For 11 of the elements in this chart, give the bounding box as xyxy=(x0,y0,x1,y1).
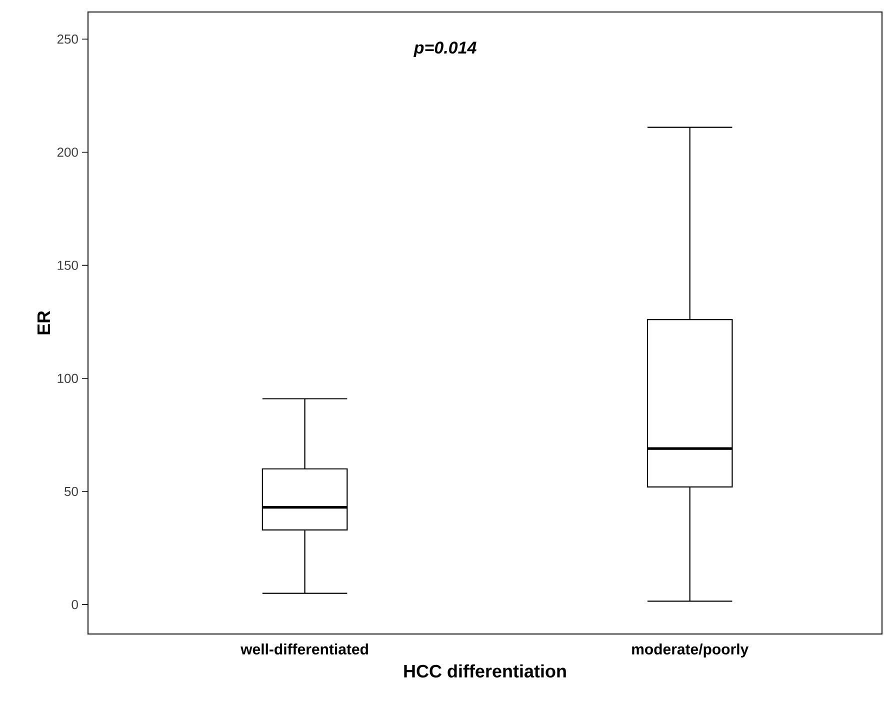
y-axis-title: ER xyxy=(38,310,50,334)
annotation: p=0.014 xyxy=(414,42,476,58)
x-axis-title: HCC differentiation xyxy=(404,664,566,678)
y-tick-label: 200 xyxy=(57,148,78,157)
x-tick-label: well-differentiated xyxy=(240,644,368,655)
y-tick-label: 150 xyxy=(58,260,78,270)
y-tick-label: 100 xyxy=(58,374,78,383)
y-tick-label: 250 xyxy=(57,34,78,44)
y-tick-label: 0 xyxy=(72,600,78,610)
y-tick-label: 50 xyxy=(64,486,78,496)
x-tick-label: moderate/poorly xyxy=(632,644,749,658)
